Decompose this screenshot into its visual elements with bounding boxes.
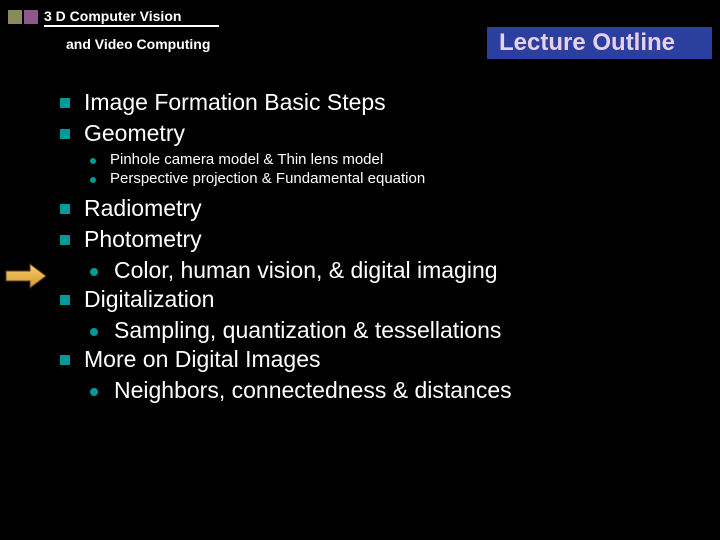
outline-subitem: Sampling, quantization & tessellations (90, 317, 700, 344)
slide-header: 3 D Computer Vision and Video Computing … (0, 0, 720, 59)
dot-bullet-icon (90, 388, 98, 396)
header-row2: and Video Computing Lecture Outline (44, 27, 720, 59)
outline-sublist: Sampling, quantization & tessellations (60, 317, 700, 344)
outline-subitem: Neighbors, connectedness & distances (90, 377, 700, 404)
outline-item-text: Digitalization (84, 286, 214, 313)
dot-bullet-icon (90, 177, 96, 183)
outline-subitem-text: Sampling, quantization & tessellations (114, 317, 501, 344)
header-text-block: 3 D Computer Vision and Video Computing … (44, 8, 720, 59)
outline-subitem: Color, human vision, & digital imaging (90, 257, 700, 284)
outline-subitem-text: Pinhole camera model & Thin lens model (110, 151, 383, 168)
header-course-line2: and Video Computing (44, 34, 210, 52)
outline-subitem: Perspective projection & Fundamental equ… (90, 170, 700, 187)
outline-subitem: Pinhole camera model & Thin lens model (90, 151, 700, 168)
outline-sublist: Pinhole camera model & Thin lens model Pe… (60, 151, 700, 187)
current-topic-arrow-icon (4, 262, 48, 295)
outline-item-text: Radiometry (84, 195, 202, 222)
square-bullet-icon (60, 204, 70, 214)
decor-square-1 (8, 10, 22, 24)
outline-item: Image Formation Basic Steps (60, 89, 700, 116)
outline-item: Radiometry (60, 195, 700, 222)
outline-subitem-text: Perspective projection & Fundamental equ… (110, 170, 425, 187)
outline-subitem-text: Neighbors, connectedness & distances (114, 377, 512, 404)
slide-title: Lecture Outline (487, 27, 712, 59)
dot-bullet-icon (90, 158, 96, 164)
outline-item: More on Digital Images (60, 346, 700, 373)
dot-bullet-icon (90, 268, 98, 276)
outline-subitem-text: Color, human vision, & digital imaging (114, 257, 498, 284)
outline-item-text: More on Digital Images (84, 346, 321, 373)
header-course-line1: 3 D Computer Vision (44, 8, 219, 27)
slide-content: Image Formation Basic Steps Geometry Pinho… (0, 59, 720, 426)
header-decor-squares (8, 10, 38, 24)
square-bullet-icon (60, 129, 70, 139)
outline-item-text: Image Formation Basic Steps (84, 89, 386, 116)
outline-item: Geometry (60, 120, 700, 147)
outline-item: Digitalization (60, 286, 700, 313)
outline-item-text: Photometry (84, 226, 202, 253)
square-bullet-icon (60, 98, 70, 108)
outline-sublist: Neighbors, connectedness & distances (60, 377, 700, 404)
dot-bullet-icon (90, 328, 98, 336)
decor-square-2 (24, 10, 38, 24)
square-bullet-icon (60, 355, 70, 365)
outline-item: Photometry (60, 226, 700, 253)
square-bullet-icon (60, 235, 70, 245)
outline-item-text: Geometry (84, 120, 185, 147)
square-bullet-icon (60, 295, 70, 305)
outline-sublist: Color, human vision, & digital imaging (60, 257, 700, 284)
